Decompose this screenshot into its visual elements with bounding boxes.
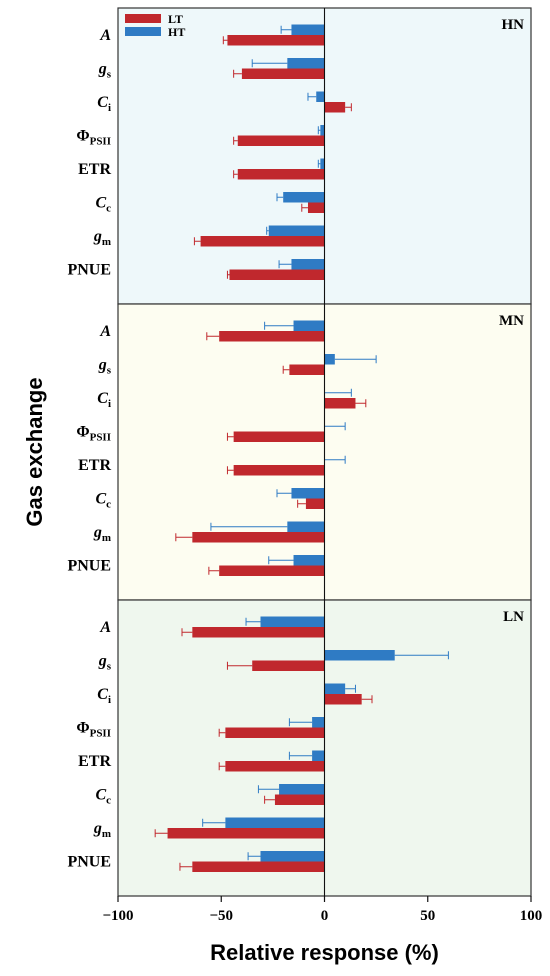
bar-ht-gm: [225, 817, 325, 828]
category-label: A: [99, 619, 111, 636]
bar-lt-a: [219, 331, 325, 342]
category-label: Ci: [97, 390, 111, 410]
bar-lt-gm: [192, 532, 325, 543]
bar-ht-cc: [283, 192, 325, 203]
bar-lt-ci: [324, 694, 362, 705]
panel-mn: MN Ags Ci ΦPSII ETR Cc gm PNUE: [67, 303, 532, 601]
bar-lt-a: [227, 35, 325, 46]
x-axis: −100 −50 0 50 100: [102, 896, 542, 924]
bar-ht-a: [293, 320, 325, 331]
bar-lt-phipsii: [237, 135, 325, 146]
bar-lt-phipsii: [225, 727, 325, 738]
bar-ht-ci: [324, 683, 346, 694]
category-label: gs: [98, 61, 112, 81]
bar-ht-phipsii: [320, 125, 325, 136]
bar-lt-pnue: [192, 861, 325, 872]
bar-lt-etr: [237, 169, 325, 180]
legend-label-lt: LT: [168, 12, 183, 26]
panel-hn: HN Ags Ci ΦPSII ETR Cc gm PNUE: [67, 7, 532, 305]
bar-lt-cc: [274, 794, 325, 805]
x-tick-label: 100: [520, 908, 543, 924]
bar-lt-gs: [289, 364, 325, 375]
panel-title: LN: [503, 609, 524, 625]
legend-swatch-ht: [125, 27, 161, 36]
x-tick-label: 0: [321, 908, 329, 924]
legend-label-ht: HT: [168, 25, 185, 39]
bar-lt-cc: [307, 202, 325, 213]
bar-ht-gs: [287, 58, 325, 69]
bar-lt-gm: [200, 236, 325, 247]
category-label: A: [99, 27, 111, 44]
legend-swatch-lt: [125, 14, 161, 23]
category-label: Cc: [95, 787, 111, 807]
panel-title: MN: [499, 313, 524, 329]
category-label: gm: [93, 820, 111, 840]
bar-ht-gs: [324, 650, 395, 661]
bar-ht-a: [260, 616, 325, 627]
category-label: ETR: [78, 161, 111, 178]
bar-ht-pnue: [293, 555, 325, 566]
bar-ht-phipsii: [312, 717, 325, 728]
bar-lt-pnue: [229, 269, 325, 280]
category-label: gm: [93, 524, 111, 544]
category-label: ETR: [78, 457, 111, 474]
x-axis-title: Relative response (%): [210, 940, 439, 965]
bar-lt-phipsii: [233, 431, 325, 442]
bar-ht-pnue: [291, 259, 325, 270]
category-label: ΦPSII: [76, 720, 111, 740]
category-label: Ci: [97, 686, 111, 706]
x-tick-label: −100: [102, 908, 133, 924]
category-label: gs: [98, 653, 112, 673]
panels-layer: HN Ags Ci ΦPSII ETR Cc gm PNUE MN Ags Ci ΦPSII ETR Cc…: [67, 7, 532, 897]
category-label: PNUE: [67, 262, 111, 279]
bar-ht-gs: [324, 354, 335, 365]
bar-ht-cc: [291, 488, 325, 499]
category-label: PNUE: [67, 854, 111, 871]
category-label: ΦPSII: [76, 424, 111, 444]
bar-ht-a: [291, 24, 325, 35]
category-label: Cc: [95, 491, 111, 511]
panel-title: HN: [502, 17, 525, 33]
category-label: Ci: [97, 94, 111, 114]
bar-lt-gm: [167, 828, 325, 839]
x-tick-label: −50: [209, 908, 233, 924]
category-label: gs: [98, 357, 112, 377]
category-label: ETR: [78, 753, 111, 770]
bar-lt-a: [192, 627, 325, 638]
bar-lt-etr: [233, 465, 325, 476]
y-axis-title: Gas exchange: [22, 377, 47, 526]
bar-ht-pnue: [260, 851, 325, 862]
bar-lt-ci: [324, 398, 356, 409]
category-label: gm: [93, 228, 111, 248]
category-label: PNUE: [67, 558, 111, 575]
category-label: ΦPSII: [76, 128, 111, 148]
bar-ht-cc: [279, 784, 325, 795]
bar-lt-ci: [324, 102, 346, 113]
bar-ht-gm: [287, 521, 325, 532]
bar-ht-gm: [268, 225, 325, 236]
category-label: A: [99, 323, 111, 340]
bar-lt-pnue: [219, 565, 325, 576]
panel-ln: LN Ags Ci ΦPSII ETR Cc gm PNUE: [67, 599, 532, 897]
bar-lt-etr: [225, 761, 325, 772]
bar-lt-gs: [241, 68, 325, 79]
bar-ht-etr: [320, 158, 325, 169]
x-tick-label: 50: [420, 908, 435, 924]
category-label: Cc: [95, 195, 111, 215]
bar-lt-cc: [305, 498, 325, 509]
bar-lt-gs: [252, 660, 325, 671]
bar-ht-ci: [316, 91, 325, 102]
bar-ht-etr: [312, 750, 325, 761]
